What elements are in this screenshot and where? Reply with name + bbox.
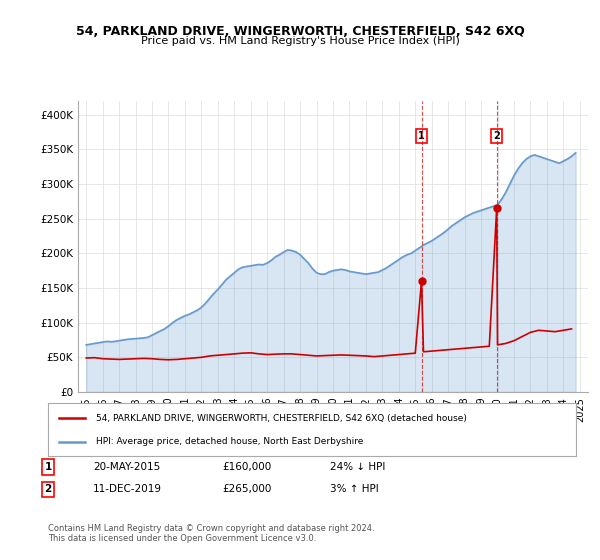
Text: 2: 2	[44, 484, 52, 494]
Text: £160,000: £160,000	[222, 462, 271, 472]
Text: 20-MAY-2015: 20-MAY-2015	[93, 462, 160, 472]
Text: Price paid vs. HM Land Registry's House Price Index (HPI): Price paid vs. HM Land Registry's House …	[140, 36, 460, 46]
Text: 3% ↑ HPI: 3% ↑ HPI	[330, 484, 379, 494]
Text: 54, PARKLAND DRIVE, WINGERWORTH, CHESTERFIELD, S42 6XQ (detached house): 54, PARKLAND DRIVE, WINGERWORTH, CHESTER…	[95, 414, 466, 423]
Text: Contains HM Land Registry data © Crown copyright and database right 2024.
This d: Contains HM Land Registry data © Crown c…	[48, 524, 374, 543]
Text: 54, PARKLAND DRIVE, WINGERWORTH, CHESTERFIELD, S42 6XQ: 54, PARKLAND DRIVE, WINGERWORTH, CHESTER…	[76, 25, 524, 38]
Text: £265,000: £265,000	[222, 484, 271, 494]
Text: 1: 1	[44, 462, 52, 472]
Text: 11-DEC-2019: 11-DEC-2019	[93, 484, 162, 494]
Text: HPI: Average price, detached house, North East Derbyshire: HPI: Average price, detached house, Nort…	[95, 437, 363, 446]
Text: 24% ↓ HPI: 24% ↓ HPI	[330, 462, 385, 472]
Text: 1: 1	[418, 130, 425, 141]
Text: 2: 2	[493, 130, 500, 141]
